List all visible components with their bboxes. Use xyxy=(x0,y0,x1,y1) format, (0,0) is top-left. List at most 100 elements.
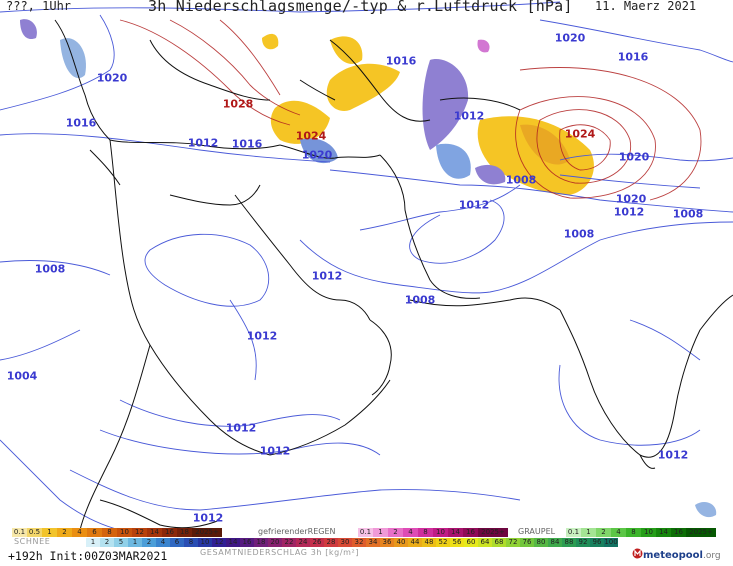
freezing-legend-cell: 0.1 xyxy=(358,528,373,537)
snow-legend-cell: 0.5 xyxy=(27,528,42,537)
snow-legend: 0.1 0.5 1 2 4 6 8 10 12 14 16 18 2025+ xyxy=(12,528,222,537)
total-legend-cell: 68 xyxy=(492,538,506,547)
isobar-label: 1020 xyxy=(615,192,647,206)
isobar-line xyxy=(359,184,521,231)
isobar-line xyxy=(219,19,281,96)
isobar-line xyxy=(559,153,733,162)
total-legend-cell: 64 xyxy=(478,538,492,547)
total-legend-cell: 32 xyxy=(352,538,366,547)
isobar-label: 1008 xyxy=(672,207,704,221)
isobar-label: 1024 xyxy=(295,129,327,143)
isobar-label: 1012 xyxy=(453,109,485,123)
snow-legend-cell: 14 xyxy=(147,528,162,537)
logo-icon xyxy=(632,548,643,559)
meteopool-logo[interactable]: meteopool.org xyxy=(632,548,721,561)
total-legend-cell: 56 xyxy=(450,538,464,547)
isobar-label: 1008 xyxy=(34,262,66,276)
brand-name: meteopool xyxy=(643,550,703,561)
precip-patch xyxy=(20,19,37,40)
total-legend-cell: 12 xyxy=(212,538,226,547)
total-legend-cell: 96 xyxy=(590,538,604,547)
coastline xyxy=(379,154,481,299)
isobar-label: 1020 xyxy=(554,31,586,45)
graupel-legend-cell: 1 xyxy=(581,528,596,537)
graupel-legend-cell: 2025+ xyxy=(686,528,716,537)
brand-suffix: .org xyxy=(702,551,721,561)
isobar-line xyxy=(169,19,301,116)
isobar-label: 1016 xyxy=(617,50,649,64)
snow-legend-label: SCHNEE xyxy=(14,537,51,546)
coastline xyxy=(79,344,151,531)
snow-legend-cell: 0.1 xyxy=(12,528,27,537)
isobar-label: 1012 xyxy=(657,448,689,462)
freezing-legend-cell: 10 xyxy=(433,528,448,537)
isobar-label: 1012 xyxy=(192,511,224,525)
isobar-line xyxy=(144,233,270,307)
total-legend-cell: 60 xyxy=(464,538,478,547)
snow-legend-cell: 2025+ xyxy=(192,528,222,537)
isobar-line xyxy=(409,199,505,264)
coastline xyxy=(89,149,121,186)
precip-patch xyxy=(520,124,570,165)
isobar-line xyxy=(299,221,733,294)
total-legend-cell: 2 xyxy=(100,538,114,547)
graupel-legend-cell: 10 xyxy=(641,528,656,537)
isobar-label: 1012 xyxy=(187,136,219,150)
snow-legend-cell: 4 xyxy=(72,528,87,537)
coastline-layer xyxy=(54,19,733,531)
forecast-time-label: ???, 1Uhr xyxy=(6,0,72,13)
total-legend-cell: 28 xyxy=(324,538,338,547)
total-legend-cell: 26 xyxy=(310,538,324,547)
isobar-label: 1024 xyxy=(564,127,596,141)
total-legend-cell: 1 xyxy=(86,538,100,547)
total-legend-cell: 10 xyxy=(198,538,212,547)
coastline xyxy=(234,194,371,321)
precip-patch xyxy=(270,100,330,144)
isobar-label: 1028 xyxy=(222,97,254,111)
coastline xyxy=(559,294,733,458)
isobar-label: 1020 xyxy=(618,150,650,164)
graupel-legend-cell: 0.1 xyxy=(566,528,581,537)
graupel-legend-cell: 14 xyxy=(656,528,671,537)
isobar-label: 1008 xyxy=(505,173,537,187)
isobar-line xyxy=(515,96,656,199)
precip-patch xyxy=(475,164,506,185)
freezing-rain-legend-label: gefrierenderREGEN xyxy=(258,527,336,536)
total-legend-cell: 6 xyxy=(170,538,184,547)
total-legend-cell: 36 xyxy=(380,538,394,547)
total-legend-cell: 8 xyxy=(184,538,198,547)
isobar-label: 1012 xyxy=(246,329,278,343)
total-legend-cell: 16 xyxy=(240,538,254,547)
isobar-label: 1016 xyxy=(385,54,417,68)
snow-legend-cell: 16 xyxy=(162,528,177,537)
coastline xyxy=(279,144,381,159)
snow-legend-cell: 12 xyxy=(132,528,147,537)
total-legend-cell: 40 xyxy=(394,538,408,547)
snow-legend-cell: 6 xyxy=(87,528,102,537)
isobar-label: 1008 xyxy=(404,293,436,307)
precipitation-layer xyxy=(20,19,717,518)
total-legend-cell: 76 xyxy=(520,538,534,547)
high-isobar-layer xyxy=(119,19,702,201)
isobar-label: 1012 xyxy=(613,205,645,219)
total-legend-cell: 34 xyxy=(366,538,380,547)
precip-patch xyxy=(330,36,363,64)
graupel-legend-label: GRAUPEL xyxy=(518,527,556,536)
isobar-line xyxy=(329,169,733,213)
total-legend-cell: 2 xyxy=(142,538,156,547)
graupel-legend-cell: 2 xyxy=(596,528,611,537)
isobar-line xyxy=(536,109,632,184)
isobar-line xyxy=(69,469,521,511)
total-precip-legend: 1 2 5 1 2 4 6 8 10 12 14 16 18 20 22 24 26 28 30 32 34 36 40 44… xyxy=(86,538,618,547)
total-legend-cell: 5 xyxy=(114,538,128,547)
freezing-legend-cell: 14 xyxy=(448,528,463,537)
isobar-line xyxy=(0,133,331,163)
isobar-label: 1012 xyxy=(259,444,291,458)
precip-patch xyxy=(422,59,469,150)
map-title: 3h Niederschlagsmenge/-typ & r.Luftdruck… xyxy=(148,0,573,15)
isobar-label: 1020 xyxy=(301,148,333,162)
total-precip-label: GESAMTNIEDERSCHLAG 3h [kg/m²] xyxy=(200,548,360,557)
total-legend-cell: 4 xyxy=(156,538,170,547)
freezing-legend-cell: 1 xyxy=(373,528,388,537)
